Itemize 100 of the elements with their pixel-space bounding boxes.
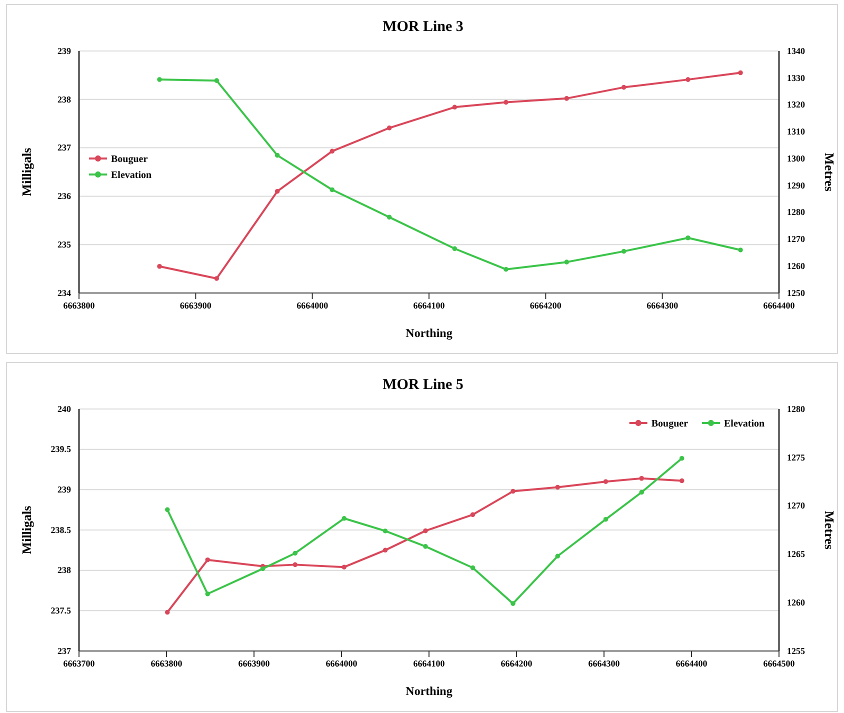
chart-title: MOR Line 5 [382,377,464,393]
y-tick-label: 234 [58,288,72,298]
y2-tick-label: 1280 [787,404,806,414]
legend-label: Elevation [724,418,765,430]
x-axis-title: Northing [406,326,452,340]
y2-tick-label: 1260 [787,597,806,608]
y2-tick-label: 1250 [787,288,806,298]
point [639,490,644,495]
point [738,248,743,252]
y2-tick-label: 1270 [787,234,806,244]
y-axis-title: Milligals [19,148,34,196]
point [679,456,684,461]
y2-tick-label: 1310 [787,126,806,137]
y-tick-label: 238.5 [50,524,72,535]
x-tick-label: 6664400 [763,300,796,310]
chart-title: MOR Line 3 [382,19,464,35]
point [292,550,298,556]
x-tick-label: 6664000 [296,300,329,310]
point [504,266,508,272]
point [382,548,388,553]
point [382,528,388,534]
point [342,564,347,570]
y2-tick-label: 1330 [787,72,806,83]
x-tick-label: 6664200 [500,658,533,668]
point [686,235,690,240]
y-tick-label: 240 [58,404,72,414]
y2-tick-label: 1320 [787,100,806,110]
legend-label: Bouguer [651,418,689,430]
y-axis-title: Milligals [19,506,34,554]
point [470,512,476,518]
legend-label: Bouguer [111,154,148,165]
point [621,84,626,90]
y2-tick-label: 1275 [787,452,806,462]
point [205,557,210,562]
x-tick-label: 6664500 [763,658,796,668]
y-tick-label: 236 [58,191,72,202]
y-tick-label: 237.5 [50,606,72,616]
y2-tick-label: 1340 [787,46,806,56]
point [639,476,644,481]
y-tick-label: 239 [58,484,72,495]
x-tick-label: 6664100 [413,300,446,310]
legend-label: Elevation [111,170,152,181]
point [510,488,516,494]
x-axis-title: Northing [406,684,452,698]
y2-tick-label: 1270 [787,500,806,511]
y-tick-label: 239.5 [50,444,72,454]
point [603,479,608,484]
point [292,562,298,568]
y2-tick-label: 1290 [787,180,806,190]
point [342,516,347,521]
y-tick-label: 239 [58,46,72,56]
x-tick-label: 6664300 [588,658,620,668]
point [555,484,560,490]
point [452,246,458,252]
y-tick-label: 238 [58,565,72,576]
x-tick-label: 6664000 [326,658,358,668]
point [686,77,690,82]
point [738,70,743,76]
point [274,188,280,194]
x-tick-label: 6664200 [530,300,562,310]
point [555,554,560,559]
x-tick-label: 6664100 [413,658,446,668]
x-tick-label: 6664300 [646,300,679,310]
y2-axis-title: Metres [822,510,837,550]
point [164,610,170,615]
point [504,100,508,105]
y2-tick-label: 1300 [787,153,806,164]
y-tick-label: 238 [58,94,72,104]
point [164,507,170,512]
point [564,96,570,101]
x-tick-label: 6663900 [238,658,270,668]
y-tick-label: 237 [58,142,72,153]
point [260,566,266,572]
y2-axis-title: Metres [822,152,837,192]
point [330,148,335,154]
point [205,592,210,596]
point [386,126,392,130]
y2-tick-label: 1280 [787,207,806,218]
point [470,565,476,570]
point [452,104,458,110]
point [510,601,516,606]
y-tick-label: 235 [58,239,72,250]
x-tick-label: 6663900 [180,300,212,310]
point [603,516,608,522]
point [621,248,626,254]
point [214,78,220,83]
point [214,276,220,281]
point [564,260,570,264]
point [423,528,428,534]
point [274,152,280,158]
y-tick-label: 237 [58,646,72,656]
x-tick-label: 6663800 [150,658,183,668]
y2-tick-label: 1260 [787,260,806,271]
point [423,544,428,549]
x-tick-label: 6663700 [63,658,96,668]
point [157,264,162,269]
y2-tick-label: 1265 [787,549,806,560]
point [157,77,162,82]
point [679,478,684,484]
point [330,187,335,192]
